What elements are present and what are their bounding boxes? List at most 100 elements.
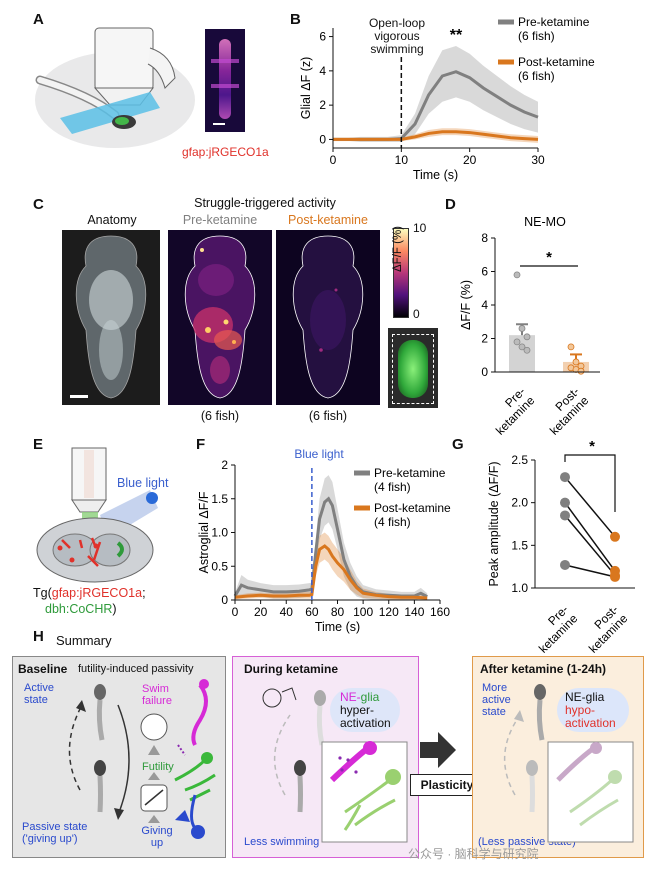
indicator-label: gfap:jRGECO1a	[182, 145, 269, 159]
x-tick-label-4: 80	[331, 605, 345, 619]
summary-title: Summary	[56, 633, 112, 648]
x-tick-label-0: 0	[330, 153, 337, 167]
colorbar-min: 0	[413, 307, 420, 321]
x-tick-label-3: 30	[531, 153, 545, 167]
during-ketamine-box	[232, 656, 419, 858]
x-tick-label-2: 20	[463, 153, 477, 167]
data-point-0-4	[518, 343, 526, 351]
panel-label-h: H	[33, 628, 44, 645]
anatomy-header: Anatomy	[87, 213, 137, 227]
active-state-label: Active state	[24, 682, 54, 706]
during-title: During ketamine	[244, 662, 339, 676]
panel-label-f: F	[196, 436, 206, 453]
x-tick-label-7: 140	[404, 605, 424, 619]
passive-state-label: Passive state ('giving up')	[22, 821, 88, 845]
y-tick-label-1: 2	[481, 332, 488, 346]
anatomy-image	[62, 230, 160, 405]
pre-point-2	[560, 510, 570, 521]
giving-up-label: Giving up	[141, 825, 173, 849]
series-band-0	[333, 46, 538, 142]
panel-label-d: D	[445, 196, 456, 213]
x-axis-label: Time (s)	[413, 168, 458, 182]
legend-label-0: Pre-ketamine (6 fish)	[518, 15, 590, 43]
pre-ketamine-heatmap	[168, 230, 272, 405]
series-line-1	[333, 130, 539, 141]
struggle-title: Struggle-triggered activity	[194, 196, 336, 210]
event-label: Open-loop vigorous swimming	[369, 16, 425, 56]
significance-bracket	[564, 454, 616, 512]
during-glia-bubble	[330, 688, 400, 732]
colorbar-max: 10	[413, 221, 427, 235]
x-tick-label-1: 10	[395, 153, 409, 167]
series-band-1	[235, 532, 428, 600]
pre-ketamine-header: Pre-ketamine	[182, 213, 258, 227]
y-axis-label: Peak amplitude (ΔF/F)	[487, 461, 501, 586]
panel-label-b: B	[290, 11, 301, 28]
post-ketamine-header: Post-ketamine	[288, 213, 368, 227]
y-tick-label-0: 0	[319, 132, 326, 146]
data-point-1-0	[567, 343, 575, 351]
after-ne-glia-label: NE-glia	[565, 690, 605, 704]
gfap-brain-image	[205, 29, 245, 132]
colorbar	[393, 228, 409, 318]
data-point-1-5	[577, 367, 585, 375]
watermark: 公众号 · 脑科学与研究院	[408, 847, 539, 861]
plasticity-label: Plasticity	[410, 774, 484, 796]
y-tick-label-4: 8	[481, 231, 488, 245]
x-tick-label-1: Post-ketamine	[577, 602, 631, 656]
panel-label-a: A	[33, 11, 44, 28]
after-hypo-label: hypo- activation	[565, 703, 616, 730]
panel-label-c: C	[33, 196, 44, 213]
during-hyper-label: hyper- activation	[340, 703, 391, 730]
y-tick-label-2: 2.0	[511, 496, 528, 510]
bar-0	[509, 335, 535, 372]
y-tick-label-3: 1.5	[211, 492, 228, 506]
data-point-0-3	[513, 338, 521, 346]
y-axis-label: Astroglial ΔF/F	[197, 491, 211, 573]
integral-symbol: ∫dt	[147, 717, 161, 731]
y-tick-label-3: 6	[319, 30, 326, 44]
y-tick-label-3: 6	[481, 265, 488, 279]
legend-label-1: Post-ketamine (4 fish)	[374, 501, 451, 529]
x-tick-label-8: 160	[430, 605, 450, 619]
panel-label-e: E	[33, 436, 44, 453]
y-tick-label-1: 2	[319, 98, 326, 112]
y-tick-label-2: 4	[319, 64, 326, 78]
pre-point-3	[560, 559, 570, 570]
pre-point-1	[560, 497, 570, 508]
y-axis-label: ΔF/F (%)	[459, 280, 473, 330]
data-point-1-1	[572, 358, 580, 366]
y-tick-label-2: 4	[481, 298, 488, 312]
blue-light-label: Blue light	[117, 476, 169, 490]
x-tick-label-0: 0	[232, 605, 239, 619]
y-tick-label-0: 0	[481, 365, 488, 379]
series-line-1	[234, 544, 428, 600]
green-brain-inset	[388, 328, 438, 408]
pre-n-label: (6 fish)	[200, 409, 240, 423]
post-point-0	[610, 531, 620, 542]
after-title: After ketamine (1-24h)	[480, 662, 607, 676]
x-tick-label-5: 100	[353, 605, 373, 619]
more-active-label: More active state	[482, 682, 511, 718]
panel-label-g: G	[452, 436, 464, 453]
data-point-0-5	[523, 346, 531, 354]
after-glia-bubble	[557, 688, 629, 732]
x-tick-label-0: Pre-ketamine	[527, 602, 581, 656]
y-tick-label-0: 1.0	[511, 581, 528, 595]
post-ketamine-heatmap	[276, 230, 380, 405]
pre-point-0	[560, 472, 570, 483]
swim-failure-label: Swim failure	[142, 683, 172, 707]
x-tick-label-6: 120	[379, 605, 399, 619]
legend-label-1: Post-ketamine (6 fish)	[518, 55, 595, 83]
pair-line-0	[564, 476, 616, 538]
pair-line-1	[564, 502, 616, 572]
baseline-subtitle: futility-induced passivity	[78, 663, 194, 675]
y-tick-label-0: 0	[221, 593, 228, 607]
tg-label: Tg(gfap:jRGECO1a;	[33, 586, 146, 600]
pair-line-2	[564, 514, 616, 576]
x-tick-label-3: 60	[305, 605, 319, 619]
